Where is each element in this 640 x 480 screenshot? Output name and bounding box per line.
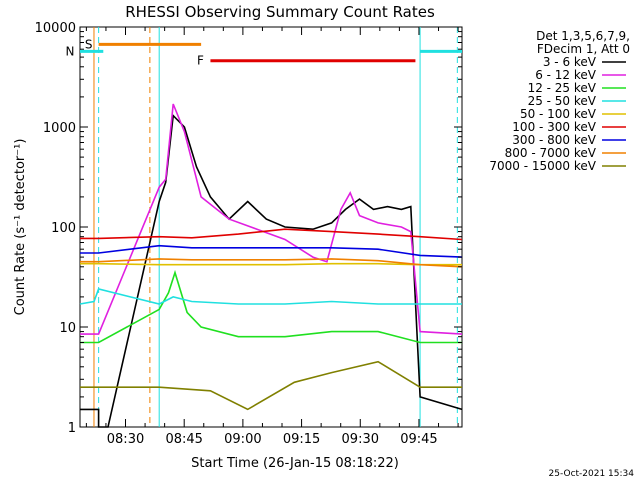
chart-title: RHESSI Observing Summary Count Rates	[125, 3, 435, 21]
legend-label: 800 - 7000 keV	[505, 146, 597, 160]
series-line	[80, 228, 463, 241]
plot-frame	[79, 26, 463, 428]
x-tick-label: 08:30	[107, 432, 144, 447]
annotation-label: N	[66, 44, 75, 58]
series-line	[80, 360, 462, 411]
legend-label: 3 - 6 keV	[543, 55, 597, 69]
legend-header-line2: FDecim 1, Att 0	[537, 42, 630, 56]
y-tick-label: 10000	[35, 21, 76, 36]
x-tick-label: 09:45	[400, 432, 437, 447]
legend-label: 50 - 100 keV	[520, 107, 597, 121]
y-tick-label: 100	[51, 221, 76, 236]
annotation-label: S	[85, 37, 93, 51]
series-line	[79, 288, 462, 305]
legend-label: 7000 - 15000 keV	[489, 159, 596, 173]
legend-label: 300 - 800 keV	[512, 133, 596, 147]
legend-label: 6 - 12 keV	[535, 68, 597, 82]
y-tick-label: 1	[68, 421, 76, 436]
x-axis-label: Start Time (26-Jan-15 08:18:22)	[191, 456, 399, 471]
generation-timestamp: 25-Oct-2021 15:34	[549, 469, 635, 479]
legend-label: 12 - 25 keV	[528, 81, 597, 95]
legend-label: 100 - 300 keV	[512, 120, 596, 134]
y-tick-label: 10	[59, 321, 76, 336]
x-tick-label: 09:15	[283, 432, 320, 447]
legend: Det 1,3,5,6,7,9, FDecim 1, Att 0 3 - 6 k…	[489, 29, 630, 173]
x-tick-label: 08:45	[165, 432, 202, 447]
annotation-label: F	[197, 54, 204, 68]
plot-area: SN F	[66, 26, 463, 428]
x-tick-label: 09:00	[224, 432, 261, 447]
series-line	[80, 269, 462, 344]
series-line	[80, 113, 463, 428]
x-axis: 08:30 08:45 09:00 09:15 09:30 09:45	[85, 27, 459, 447]
x-tick-label: 09:30	[342, 432, 379, 447]
y-tick-label: 1000	[43, 121, 76, 136]
series-line	[80, 262, 462, 266]
y-axis-label: Count Rate (s⁻¹ detector⁻¹)	[13, 139, 28, 316]
legend-header-line1: Det 1,3,5,6,7,9,	[536, 29, 630, 43]
series-line	[80, 258, 463, 268]
legend-label: 25 - 50 keV	[528, 94, 597, 108]
y-axis: 1 10 100 1000 10000	[35, 21, 462, 436]
series-line	[80, 244, 463, 258]
